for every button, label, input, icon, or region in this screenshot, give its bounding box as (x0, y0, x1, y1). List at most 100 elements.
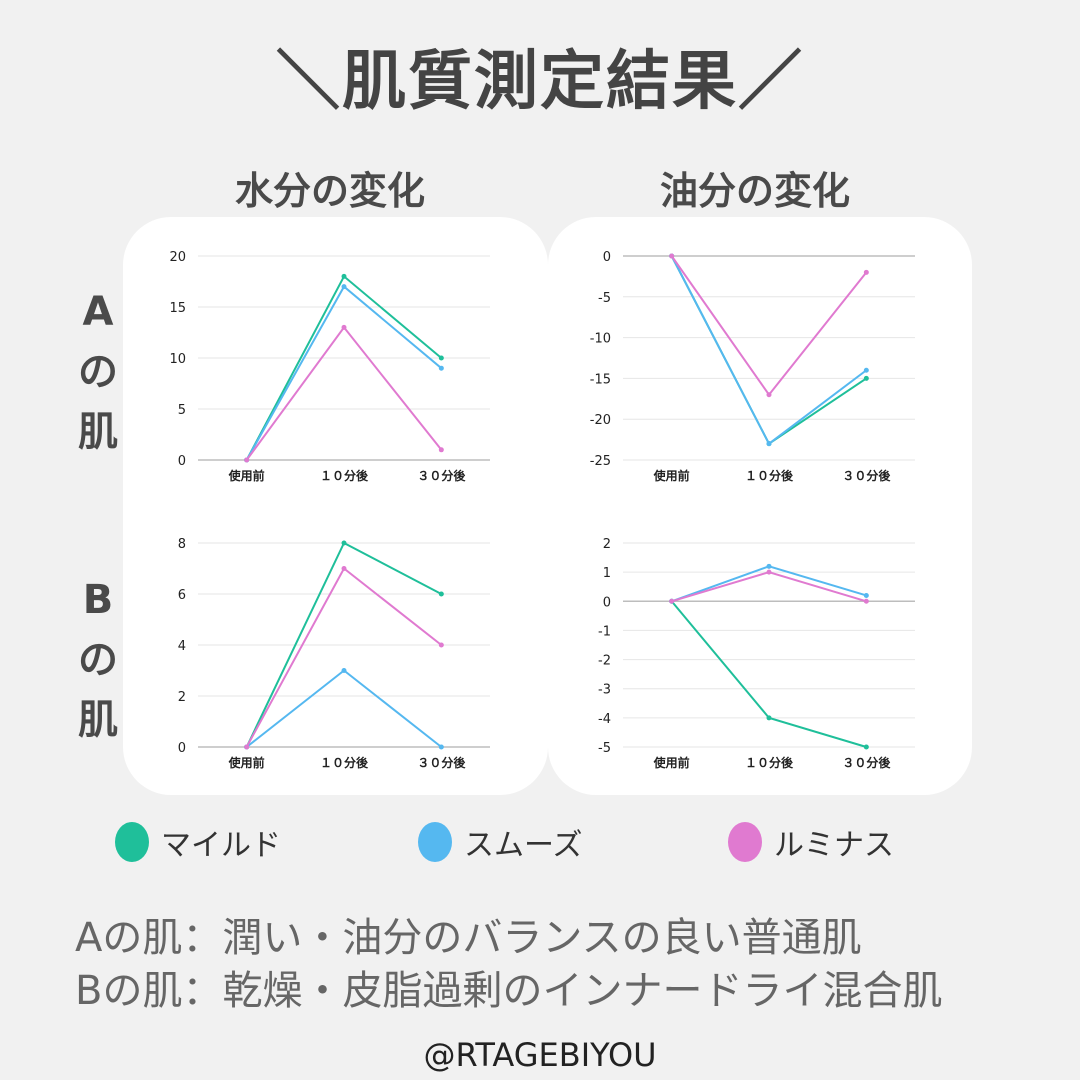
y-tick-label: 0 (603, 595, 611, 610)
y-tick-label: -5 (598, 291, 611, 306)
data-point-luminous (766, 392, 772, 398)
data-point-smooth (766, 441, 772, 447)
x-tick-label: １０分後 (320, 755, 369, 770)
row-label-a-line1: A (82, 289, 114, 335)
data-point-luminous (669, 598, 675, 604)
series-line-smooth (246, 669, 442, 748)
y-tick-label: 0 (178, 454, 186, 469)
y-tick-label: -3 (598, 683, 611, 698)
data-point-mild (766, 715, 772, 721)
x-tick-label: ３０分後 (417, 468, 466, 483)
moisture-panel (123, 217, 548, 795)
data-point-mild (438, 591, 444, 597)
data-point-luminous (669, 253, 675, 259)
x-tick-label: １０分後 (745, 755, 794, 770)
y-tick-label: 15 (169, 301, 186, 316)
x-tick-label: ３０分後 (417, 755, 466, 770)
y-tick-label: -2 (598, 654, 611, 669)
row-label-b: B の 肌 (68, 570, 128, 750)
data-point-mild (341, 273, 347, 279)
data-point-smooth (341, 668, 347, 673)
y-tick-label: 0 (178, 741, 186, 756)
y-tick-label: -15 (590, 372, 611, 387)
x-tick-label: １０分後 (320, 468, 369, 483)
row-label-a-line2: の (78, 349, 118, 395)
x-tick-label: １０分後 (745, 468, 794, 483)
y-tick-label: 2 (178, 690, 186, 705)
data-point-luminous (863, 269, 869, 275)
data-point-smooth (438, 365, 444, 371)
chart-a-oil: 0 -5 -10 -15 -20 -25 使用前 １０分後 ３０分後 (590, 250, 915, 483)
y-tick-label: 5 (178, 403, 186, 418)
data-point-mild (863, 744, 869, 750)
data-point-luminous (766, 569, 772, 575)
data-point-luminous (438, 447, 444, 453)
x-tick-label: ３０分後 (842, 468, 891, 483)
legend-label-mild: マイルド (161, 828, 281, 863)
page-title: ＼肌質測定結果／ (276, 45, 804, 119)
data-point-mild (863, 375, 869, 381)
chart-a-moisture: 0 5 10 15 20 使用前 １０分後 ３０分後 (169, 250, 490, 483)
legend-swatch-luminous (728, 822, 762, 862)
series-line-mild (670, 255, 867, 446)
data-point-luminous (341, 324, 347, 330)
column-title-moisture: 水分の変化 (234, 169, 425, 213)
chart-b-oil: 2 1 0 -1 -2 -3 -4 -5 使用前 １０分後 ３０分後 (598, 537, 915, 770)
y-tick-label: 1 (603, 566, 611, 581)
legend-item-mild: マイルド (115, 820, 281, 864)
legend-swatch-smooth (418, 822, 452, 862)
data-point-smooth (341, 284, 347, 290)
y-tick-label: 6 (178, 588, 186, 603)
y-tick-label: -25 (590, 454, 611, 469)
series-line-luminous (670, 255, 868, 397)
y-tick-label: -5 (598, 741, 611, 756)
y-tick-label: 20 (169, 250, 186, 265)
series-line-mild (670, 600, 867, 748)
data-point-mild (341, 540, 347, 546)
data-point-luminous (244, 457, 250, 463)
row-label-a-line3: 肌 (78, 409, 118, 455)
x-tick-label: 使用前 (228, 468, 265, 483)
data-point-smooth (766, 563, 772, 569)
x-tick-label: 使用前 (653, 468, 690, 483)
y-tick-label: 2 (603, 537, 611, 552)
y-tick-label: 4 (178, 639, 186, 654)
y-tick-label: -10 (590, 332, 611, 347)
legend-item-smooth: スムーズ (418, 820, 583, 864)
data-point-luminous (863, 598, 869, 604)
x-tick-label: 使用前 (228, 755, 265, 770)
column-title-oil: 油分の変化 (659, 169, 850, 213)
chart-b-moisture: 0 2 4 6 8 使用前 １０分後 ３０分後 (178, 537, 490, 770)
row-label-b-line1: B (82, 577, 114, 623)
y-tick-label: -1 (598, 624, 611, 639)
data-point-luminous (244, 744, 250, 750)
row-label-b-line2: の (78, 637, 118, 683)
oil-panel (548, 217, 972, 795)
series-line-luminous (245, 325, 443, 461)
data-point-luminous (341, 566, 347, 571)
legend-label-smooth: スムーズ (464, 828, 583, 863)
data-point-luminous (438, 642, 444, 648)
y-tick-label: 8 (178, 537, 186, 552)
description-b: Bの肌：乾燥・皮脂過剰のインナードライ混合肌 (75, 968, 943, 1014)
x-tick-label: 使用前 (653, 755, 690, 770)
data-point-mild (438, 355, 444, 361)
y-tick-label: -4 (598, 712, 611, 727)
legend-item-luminous: ルミナス (728, 820, 894, 864)
series-line-luminous (245, 566, 442, 748)
row-label-a: A の 肌 (68, 282, 128, 462)
data-point-smooth (438, 744, 444, 750)
series-line-smooth (670, 255, 867, 446)
data-point-smooth (863, 592, 869, 598)
series-line-mild (245, 274, 442, 461)
y-tick-label: 0 (603, 250, 611, 265)
description-a: Aの肌：潤い・油分のバランスの良い普通肌 (75, 915, 862, 961)
legend-label-luminous: ルミナス (774, 828, 894, 863)
y-tick-label: 10 (169, 352, 186, 367)
x-tick-label: ３０分後 (842, 755, 891, 770)
legend-swatch-mild (115, 822, 149, 862)
data-point-smooth (863, 367, 869, 373)
series-line-smooth (245, 285, 442, 461)
row-label-b-line3: 肌 (78, 697, 118, 743)
account-handle: @RTAGEBIYOU (423, 1036, 657, 1074)
